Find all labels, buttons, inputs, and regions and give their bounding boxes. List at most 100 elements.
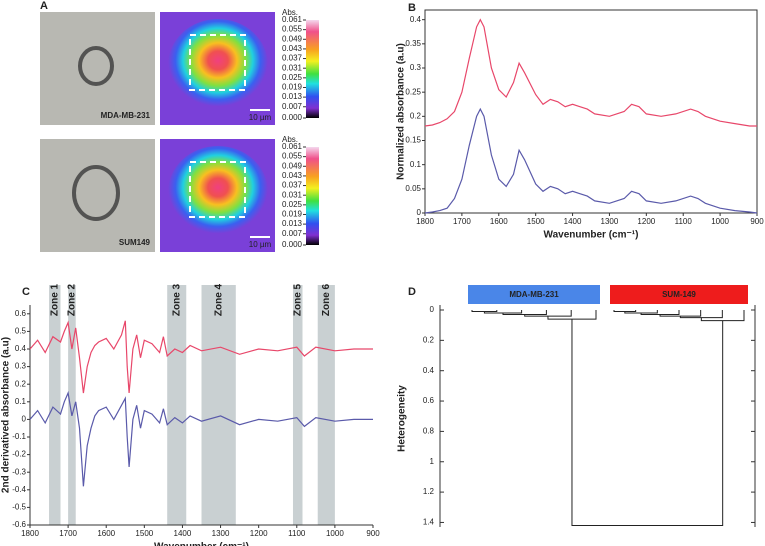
colorbar-tick-label: 0.000	[282, 113, 303, 122]
y-tick-label: -0.1	[12, 432, 26, 441]
x-tick-label: 1500	[135, 529, 153, 538]
y-tick-label: 0.2	[410, 111, 422, 120]
colorbar-tick-label: 0.055	[282, 25, 303, 34]
colorbar-tick-label: 0.037	[282, 181, 303, 190]
y-tick-label: -0.4	[12, 485, 26, 494]
dendrogram-link	[700, 310, 745, 322]
dendrogram-link	[502, 310, 547, 316]
panel-label: D	[408, 286, 416, 298]
y-tick-label: 1	[430, 457, 435, 466]
spectrum-line	[424, 18, 757, 127]
zone-band	[292, 285, 303, 525]
y-tick-label: 0.2	[423, 335, 435, 344]
y-tick-label: 0.1	[410, 160, 422, 169]
dendrogram-link	[547, 310, 597, 320]
spectrum-line	[424, 107, 758, 214]
x-tick-label: 900	[750, 217, 764, 226]
y-tick-label: 0.4	[15, 344, 27, 353]
y-tick-label: 1.4	[423, 518, 435, 527]
colorbar-tick-label: 0.000	[282, 240, 303, 249]
y-tick-label: 0.25	[405, 87, 421, 96]
heatmap-blob	[168, 146, 268, 238]
x-tick-label: 1400	[174, 529, 192, 538]
y-tick-label: 0.6	[423, 396, 435, 405]
roi-square	[189, 161, 246, 218]
dendrogram-link	[640, 310, 680, 316]
y-tick-label: 0.6	[15, 309, 27, 318]
colorbar-tick-label: 0.007	[282, 102, 303, 111]
x-tick-label: 1100	[288, 529, 306, 538]
zone-label: Zone 3	[171, 283, 182, 316]
spectrum-line	[29, 320, 373, 394]
y-tick-label: -0.5	[12, 503, 26, 512]
zone-label: Zone 4	[213, 283, 224, 316]
x-tick-label: 1100	[675, 217, 693, 226]
y-tick-label: 0.15	[405, 136, 421, 145]
zone-band	[167, 285, 187, 525]
colorbar-tick-label: 0.019	[282, 83, 303, 92]
y-tick-label: 0	[22, 415, 27, 424]
x-tick-label: 1200	[637, 217, 655, 226]
x-axis-label: Wavenumber (cm⁻¹)	[154, 542, 249, 546]
x-tick-label: 1400	[564, 217, 582, 226]
y-tick-label: 0.35	[405, 39, 421, 48]
group-label: MDA-MB-231	[509, 290, 559, 299]
zone-band	[201, 285, 236, 525]
colorbar-tick-label: 0.025	[282, 73, 303, 82]
colorbar-tick-label: 0.013	[282, 219, 303, 228]
dendrogram-link	[471, 310, 498, 313]
y-tick-label: 0.5	[15, 327, 27, 336]
colorbar-tick-label: 0.031	[282, 190, 303, 199]
y-tick-label: -0.2	[12, 450, 26, 459]
colorbar-tick-label: 0.031	[282, 63, 303, 72]
x-tick-label: 1700	[59, 529, 77, 538]
colorbar-tick-label: 0.013	[282, 92, 303, 101]
zone-band	[317, 285, 335, 525]
x-tick-label: 1800	[416, 217, 434, 226]
y-tick-label: 0.4	[410, 15, 422, 24]
colorbar	[306, 147, 319, 245]
colorbar-tick-label: 0.055	[282, 152, 303, 161]
panel-label: C	[22, 286, 30, 298]
group-box	[468, 285, 600, 304]
y-tick-label: -0.6	[12, 520, 26, 529]
panel-label: A	[40, 0, 48, 12]
dendrogram-link	[659, 310, 702, 317]
heatmap-blob	[168, 19, 268, 111]
x-tick-label: 1300	[212, 529, 230, 538]
spectrum-line	[29, 390, 373, 487]
cell-label: MDA-MB-231	[101, 111, 151, 120]
cell-label: SUM149	[119, 238, 151, 247]
zone-label: Zone 2	[67, 283, 78, 316]
y-tick-label: 0	[430, 305, 435, 314]
y-tick-label: 0.2	[15, 379, 27, 388]
y-tick-label: 0.8	[423, 427, 435, 436]
group-label: SUM-149	[662, 290, 696, 299]
y-tick-label: 0.3	[410, 63, 422, 72]
colorbar-title: Abs.	[282, 8, 298, 17]
group-box	[610, 285, 748, 304]
y-axis-label: Heterogeneity	[397, 385, 408, 452]
y-tick-label: 0.3	[15, 362, 27, 371]
y-tick-label: 0.1	[15, 397, 27, 406]
roi-square	[189, 34, 246, 91]
zone-label: Zone 6	[321, 283, 332, 316]
dendrogram-link	[679, 310, 723, 319]
colorbar-tick-label: 0.025	[282, 200, 303, 209]
colorbar-title: Abs.	[282, 135, 298, 144]
y-axis-label: Normalized absorbance (a.u)	[396, 43, 407, 180]
colorbar-tick-label: 0.019	[282, 210, 303, 219]
panel-label: B	[408, 2, 416, 14]
x-tick-label: 1000	[711, 217, 729, 226]
dendrogram-link	[524, 310, 572, 317]
zone-label: Zone 5	[292, 283, 303, 316]
x-tick-label: 1300	[601, 217, 619, 226]
y-tick-label: -0.3	[12, 467, 26, 476]
colorbar-tick-label: 0.061	[282, 15, 303, 24]
zone-band	[68, 285, 76, 525]
scale-bar-label: 10 µm	[249, 240, 272, 249]
zone-label: Zone 1	[49, 283, 60, 316]
y-tick-label: 0.05	[405, 184, 421, 193]
colorbar-tick-label: 0.043	[282, 171, 303, 180]
x-tick-label: 1800	[21, 529, 39, 538]
